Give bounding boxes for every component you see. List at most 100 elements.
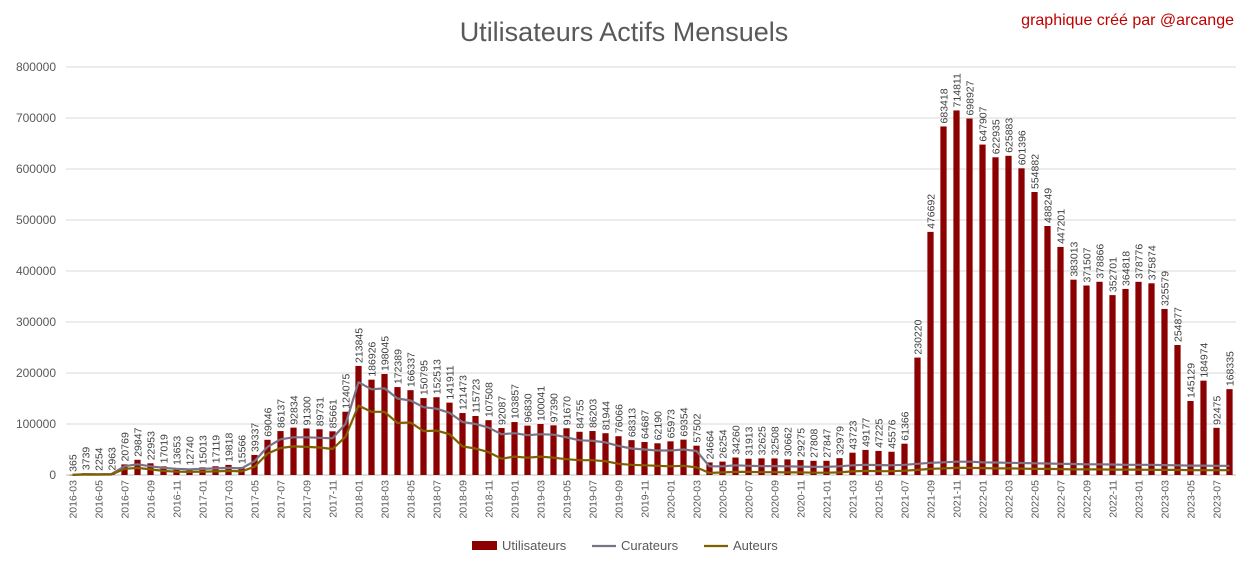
bar bbox=[498, 428, 505, 475]
legend-label: Utilisateurs bbox=[502, 538, 567, 553]
y-tick-label: 400000 bbox=[16, 264, 56, 278]
data-label: 2963 bbox=[107, 447, 119, 471]
data-label: 115723 bbox=[471, 379, 483, 413]
data-label: 683418 bbox=[939, 88, 951, 123]
bar bbox=[628, 440, 635, 475]
x-tick-label: 2018-05 bbox=[406, 480, 418, 519]
x-tick-label: 2023-03 bbox=[1160, 480, 1172, 519]
data-label: 91670 bbox=[562, 396, 574, 425]
x-tick-label: 2019-05 bbox=[562, 480, 574, 519]
chart-credit: graphique créé par @arcange bbox=[1021, 12, 1234, 29]
data-label: 86137 bbox=[276, 399, 288, 428]
data-label: 184974 bbox=[1199, 342, 1211, 377]
bar bbox=[602, 433, 609, 475]
data-label: 31913 bbox=[744, 426, 756, 455]
x-tick-label: 2018-01 bbox=[354, 480, 366, 519]
bar bbox=[992, 157, 999, 475]
data-label: 12740 bbox=[185, 436, 197, 465]
data-label: 65973 bbox=[666, 409, 678, 438]
bar bbox=[706, 462, 713, 475]
bar bbox=[1148, 283, 1155, 475]
y-tick-label: 200000 bbox=[16, 366, 56, 380]
data-label: 68313 bbox=[627, 408, 639, 437]
bar bbox=[1018, 168, 1025, 476]
bar bbox=[875, 450, 882, 475]
data-label: 100041 bbox=[536, 386, 548, 421]
y-tick-labels: 0 100000 200000 300000 400000 500000 600000 700… bbox=[16, 60, 56, 482]
bar bbox=[563, 428, 570, 475]
bar bbox=[459, 413, 466, 475]
data-label: 61366 bbox=[900, 411, 912, 440]
bar bbox=[251, 454, 258, 475]
legend-label: Curateurs bbox=[621, 538, 679, 553]
data-label: 352701 bbox=[1108, 257, 1120, 292]
data-label: 375874 bbox=[1147, 245, 1159, 280]
x-tick-label: 2021-05 bbox=[874, 480, 886, 519]
bar bbox=[69, 474, 76, 476]
bar bbox=[641, 442, 648, 475]
bar bbox=[1135, 281, 1142, 475]
y-tick-label: 0 bbox=[49, 468, 56, 482]
y-tick-label: 300000 bbox=[16, 315, 56, 329]
x-tick-label: 2022-03 bbox=[1004, 480, 1016, 519]
bar bbox=[550, 425, 557, 475]
data-label: 622935 bbox=[991, 119, 1003, 154]
grid bbox=[66, 66, 1236, 476]
bar bbox=[537, 423, 544, 475]
legend-swatch bbox=[472, 541, 497, 550]
x-tick-label: 2016-05 bbox=[94, 480, 106, 519]
data-label: 168335 bbox=[1225, 351, 1237, 386]
bar bbox=[342, 411, 349, 475]
data-label: 64687 bbox=[640, 410, 652, 439]
bar bbox=[1070, 279, 1077, 475]
data-label: 17119 bbox=[211, 435, 223, 464]
data-label: 81944 bbox=[601, 401, 613, 430]
bar bbox=[927, 231, 934, 475]
data-label: 601396 bbox=[1017, 130, 1029, 165]
data-label: 141911 bbox=[445, 365, 457, 399]
bar bbox=[1200, 380, 1207, 475]
data-label: 198045 bbox=[380, 336, 392, 371]
x-tick-label: 2020-01 bbox=[666, 480, 678, 519]
x-tick-label: 2017-09 bbox=[302, 480, 314, 519]
bar bbox=[966, 118, 973, 475]
data-label: 62190 bbox=[653, 411, 665, 440]
data-label: 378866 bbox=[1095, 244, 1107, 279]
data-label: 172389 bbox=[393, 349, 405, 384]
data-label: 26254 bbox=[718, 429, 730, 458]
data-label: 714811 bbox=[952, 73, 964, 107]
data-label: 20769 bbox=[120, 432, 132, 461]
x-tick-label: 2018-09 bbox=[458, 480, 470, 519]
data-label: 488249 bbox=[1043, 188, 1055, 223]
bar bbox=[1187, 400, 1194, 475]
data-label: 34260 bbox=[731, 425, 743, 454]
data-label: 365 bbox=[68, 454, 80, 472]
data-label: 447201 bbox=[1056, 209, 1068, 244]
bar bbox=[290, 427, 297, 475]
bar bbox=[1096, 281, 1103, 475]
data-label: 103857 bbox=[510, 384, 522, 419]
x-tick-label: 2023-05 bbox=[1186, 480, 1198, 519]
x-tick-label: 2022-01 bbox=[978, 480, 990, 519]
bar bbox=[615, 436, 622, 475]
bar bbox=[485, 420, 492, 475]
data-label: 92475 bbox=[1212, 395, 1224, 424]
x-tick-label: 2020-07 bbox=[744, 480, 756, 519]
x-tick-label: 2019-03 bbox=[536, 480, 548, 519]
bar bbox=[680, 439, 687, 475]
y-tick-label: 100000 bbox=[16, 417, 56, 431]
bar bbox=[1122, 288, 1129, 475]
data-label: 32625 bbox=[757, 426, 769, 455]
bar bbox=[589, 431, 596, 475]
x-tick-label: 2023-07 bbox=[1212, 480, 1224, 519]
bar bbox=[316, 429, 323, 475]
y-tick-label: 700000 bbox=[16, 111, 56, 125]
y-tick-label: 600000 bbox=[16, 162, 56, 176]
data-label: 15013 bbox=[198, 435, 210, 464]
data-label: 364818 bbox=[1121, 251, 1133, 286]
x-tick-label: 2022-07 bbox=[1056, 480, 1068, 519]
bar bbox=[524, 425, 531, 475]
bar bbox=[511, 422, 518, 475]
data-label: 27808 bbox=[809, 428, 821, 457]
